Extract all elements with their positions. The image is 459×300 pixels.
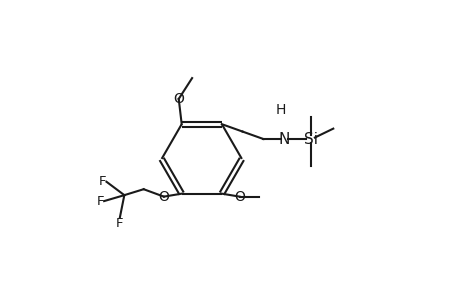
Text: Si: Si (303, 131, 317, 146)
Text: N: N (278, 131, 289, 146)
Text: F: F (96, 195, 104, 208)
Text: O: O (173, 92, 184, 106)
Text: O: O (234, 190, 245, 204)
Text: F: F (99, 175, 106, 188)
Text: O: O (158, 190, 169, 204)
Text: F: F (116, 218, 123, 230)
Text: H: H (275, 103, 286, 117)
